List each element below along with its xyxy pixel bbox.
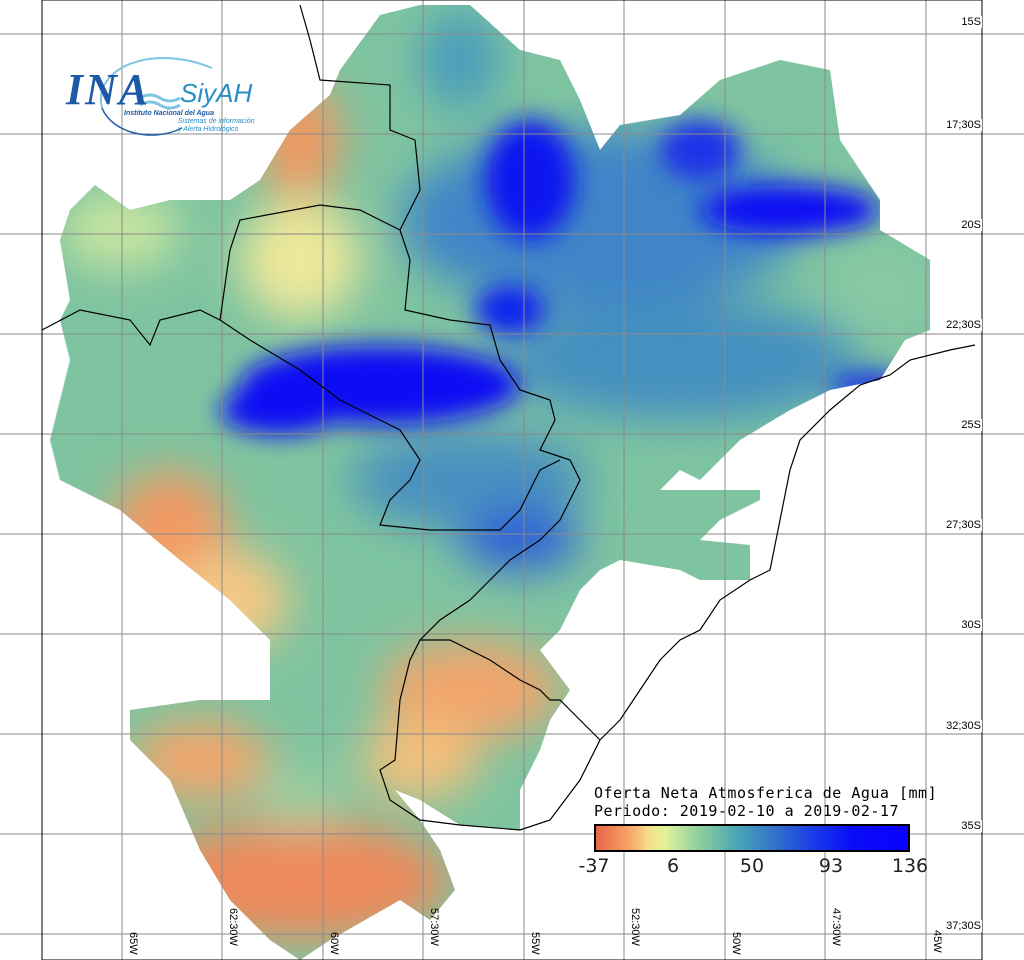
lat-label: 17;30S bbox=[945, 119, 982, 131]
lon-label: 57:30W bbox=[428, 908, 440, 946]
logo-system-line1: Sistemas de información bbox=[178, 118, 255, 125]
scale-tick: 50 bbox=[739, 855, 765, 877]
color-scale-bar bbox=[594, 824, 910, 852]
lat-label: 32;30S bbox=[945, 720, 982, 732]
political-borders bbox=[41, 4, 976, 831]
lon-label: 45W bbox=[931, 930, 943, 953]
logo-system: Sistemas de información y Alerta Hidrológ… bbox=[178, 118, 255, 134]
lat-label: 15S bbox=[960, 16, 982, 28]
lon-label: 47:30W bbox=[830, 908, 842, 946]
logo-acronym: INA bbox=[66, 65, 151, 114]
legend-title: Oferta Neta Atmosferica de Agua [mm] bbox=[594, 784, 938, 802]
lat-label: 35S bbox=[960, 820, 982, 832]
lon-label: 65W bbox=[127, 932, 139, 955]
logo-swoosh-icon bbox=[99, 57, 213, 136]
scale-tick: -37 bbox=[578, 855, 610, 877]
lon-label: 60W bbox=[328, 932, 340, 955]
map-frame bbox=[41, 0, 983, 960]
logo-institute: Instituto Nacional del Agua bbox=[124, 110, 214, 117]
scale-tick: 136 bbox=[891, 855, 929, 877]
scale-tick: 6 bbox=[666, 855, 680, 877]
ina-siyah-logo: INA SiyAH Instituto Nacional del Agua Si… bbox=[62, 48, 272, 148]
logo-product: SiyAH bbox=[180, 78, 253, 108]
logo-system-line2: y Alerta Hidrológico bbox=[178, 126, 239, 133]
lon-label: 55W bbox=[529, 932, 541, 955]
lat-label: 30S bbox=[960, 619, 982, 631]
lat-label: 20S bbox=[960, 219, 982, 231]
lat-label: 27;30S bbox=[945, 519, 982, 531]
lat-label: 25S bbox=[960, 419, 982, 431]
lon-label: 62:30W bbox=[227, 908, 239, 946]
scale-tick: 93 bbox=[818, 855, 844, 877]
legend-period: Periodo: 2019-02-10 a 2019-02-17 bbox=[594, 802, 899, 820]
lon-label: 52:30W bbox=[629, 908, 641, 946]
lon-label: 50W bbox=[730, 932, 742, 955]
lat-label: 22;30S bbox=[945, 319, 982, 331]
lat-label: 37;30S bbox=[945, 920, 982, 932]
